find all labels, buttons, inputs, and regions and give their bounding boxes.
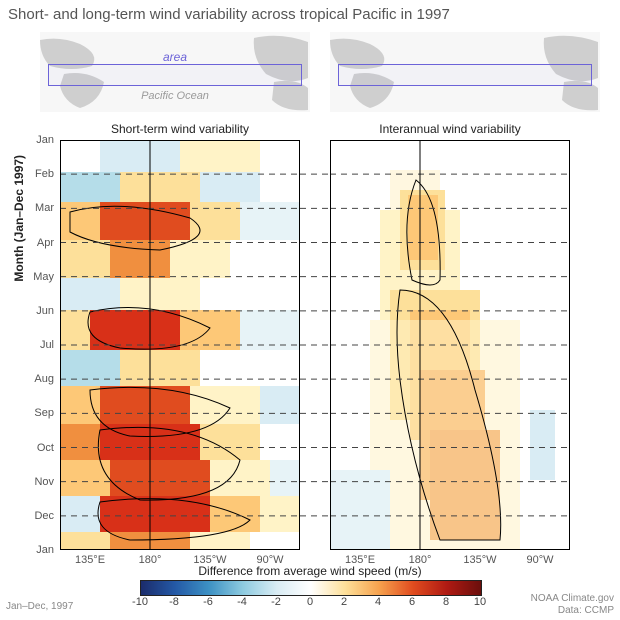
panel-frame xyxy=(60,140,300,550)
study-area-box xyxy=(48,64,302,86)
colorbar-gradient xyxy=(140,580,482,596)
colorbar-tick: -6 xyxy=(203,596,213,608)
footer-date: Jan–Dec, 1997 xyxy=(6,601,73,612)
y-axis-title: Month (Jan–Dec 1997) xyxy=(12,155,26,282)
y-tick: Jun xyxy=(36,305,54,317)
study-area-box xyxy=(338,64,592,86)
colorbar-tick: 4 xyxy=(375,596,381,608)
colorbar-ticks: -10-8-6-4-20246810 xyxy=(140,596,480,610)
page-title: Short- and long-term wind variability ac… xyxy=(8,6,450,23)
area-label: area xyxy=(40,50,310,64)
y-tick: Jul xyxy=(40,339,54,351)
y-tick: Sep xyxy=(34,407,54,419)
y-tick: Jan xyxy=(36,544,54,556)
x-tick: 90°W xyxy=(526,554,553,566)
colorbar-title: Difference from average wind speed (m/s) xyxy=(140,564,480,578)
y-tick: Feb xyxy=(35,168,54,180)
y-tick: Apr xyxy=(37,237,54,249)
pacific-ocean-label: Pacific Ocean xyxy=(40,90,310,102)
colorbar-tick: -10 xyxy=(132,596,148,608)
colorbar-tick: 6 xyxy=(409,596,415,608)
panel-title-right: Interannual wind variability xyxy=(330,122,570,136)
y-tick: Mar xyxy=(35,202,54,214)
colorbar-tick: 2 xyxy=(341,596,347,608)
y-tick: May xyxy=(33,271,54,283)
y-tick: Oct xyxy=(37,442,54,454)
x-tick: 135°E xyxy=(75,554,105,566)
colorbar-tick: 8 xyxy=(443,596,449,608)
y-tick: Dec xyxy=(34,510,54,522)
map-panel-right xyxy=(330,32,600,112)
colorbar-tick: 0 xyxy=(307,596,313,608)
colorbar-tick: 10 xyxy=(474,596,486,608)
colorbar-tick: -4 xyxy=(237,596,247,608)
hovmoller-panel-right: Interannual wind variability 135°E180°13… xyxy=(330,140,570,550)
footer-credit: NOAA Climate.govData: CCMP xyxy=(531,593,614,616)
panel-title-left: Short-term wind variability xyxy=(60,122,300,136)
colorbar-tick: -2 xyxy=(271,596,281,608)
hovmoller-panel-left: Month (Jan–Dec 1997) Short-term wind var… xyxy=(60,140,300,550)
y-tick: Jan xyxy=(36,134,54,146)
panel-frame xyxy=(330,140,570,550)
colorbar-tick: -8 xyxy=(169,596,179,608)
y-tick: Aug xyxy=(34,373,54,385)
map-panel-left: area Pacific Ocean xyxy=(40,32,310,112)
colorbar: Difference from average wind speed (m/s)… xyxy=(140,564,480,610)
y-tick: Nov xyxy=(34,476,54,488)
